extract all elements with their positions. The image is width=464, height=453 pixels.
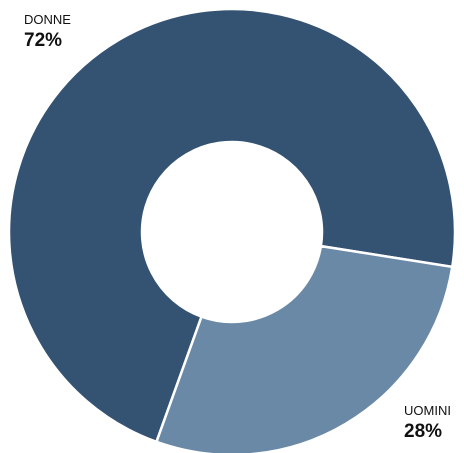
slice xyxy=(154,244,454,453)
value-label: 28% xyxy=(404,421,442,442)
value-label: 72% xyxy=(24,30,62,51)
category-label: DONNE xyxy=(24,12,71,27)
category-label: UOMINI xyxy=(404,403,451,418)
slices xyxy=(7,7,457,453)
slice xyxy=(7,7,457,444)
